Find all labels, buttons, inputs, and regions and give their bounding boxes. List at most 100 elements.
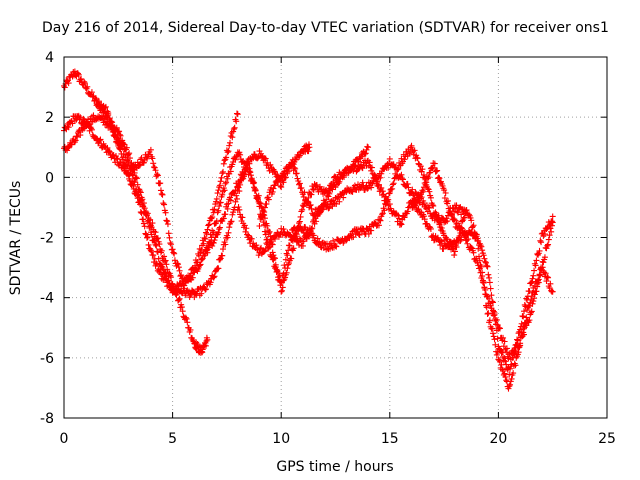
data-point (542, 270, 549, 277)
data-point (219, 191, 226, 198)
data-point (515, 344, 522, 351)
data-point (490, 312, 497, 319)
data-point (112, 131, 119, 138)
data-point (397, 220, 404, 227)
data-point (141, 205, 148, 212)
data-point (444, 200, 451, 207)
data-point (270, 185, 277, 192)
data-point (548, 222, 555, 229)
data-point (546, 232, 553, 239)
data-point (538, 266, 545, 273)
data-point (521, 301, 528, 308)
data-point (310, 232, 317, 239)
data-point (162, 209, 169, 216)
data-point (535, 279, 542, 286)
data-point (500, 343, 507, 350)
series-track-8 (408, 160, 556, 363)
data-point (286, 242, 293, 249)
data-point (297, 213, 304, 220)
data-point (165, 277, 172, 284)
data-point (61, 84, 68, 91)
data-point (549, 219, 556, 226)
data-point (224, 149, 231, 156)
data-point (224, 205, 231, 212)
data-point (431, 164, 438, 171)
data-point (538, 239, 545, 246)
data-point (240, 170, 247, 177)
data-point (411, 147, 418, 154)
data-point (481, 284, 488, 291)
data-point (200, 240, 207, 247)
data-point (498, 349, 505, 356)
data-point (226, 142, 233, 149)
data-point (501, 370, 508, 377)
data-point (435, 174, 442, 181)
data-point (152, 229, 159, 236)
data-point (280, 270, 287, 277)
data-point (131, 179, 138, 186)
data-point (487, 285, 494, 292)
data-point (526, 288, 533, 295)
data-point (512, 348, 519, 355)
data-point (277, 182, 284, 189)
data-point (344, 170, 351, 177)
data-point (529, 275, 536, 282)
data-point (531, 295, 538, 302)
data-point (292, 156, 299, 163)
data-point (233, 184, 240, 191)
data-point (438, 224, 445, 231)
data-point (223, 179, 230, 186)
data-point (227, 218, 234, 225)
data-point (269, 241, 276, 248)
data-point (451, 252, 458, 259)
data-point (420, 200, 427, 207)
data-point (165, 230, 172, 237)
data-point (420, 213, 427, 220)
data-point (243, 225, 250, 232)
data-point (176, 295, 183, 302)
data-point (526, 302, 533, 309)
data-point (377, 174, 384, 181)
data-point (278, 184, 285, 191)
data-point (199, 256, 206, 263)
data-point (308, 225, 315, 232)
data-point (254, 193, 261, 200)
data-point (261, 209, 268, 216)
data-point (187, 326, 194, 333)
x-tick-label: 10 (272, 431, 290, 447)
data-point (486, 279, 493, 286)
data-point (265, 196, 272, 203)
data-point (362, 150, 369, 157)
data-point (227, 194, 234, 201)
data-point (431, 160, 438, 167)
data-point (486, 317, 493, 324)
data-point (198, 290, 205, 297)
data-point (252, 187, 259, 194)
data-point (211, 237, 218, 244)
data-point (375, 222, 382, 229)
data-point (396, 215, 403, 222)
y-tick-label: -8 (40, 411, 54, 427)
data-point (303, 235, 310, 242)
data-point (368, 184, 375, 191)
data-point (283, 269, 290, 276)
data-point (74, 70, 81, 77)
data-point (80, 115, 87, 122)
data-point (375, 183, 382, 190)
data-point (232, 187, 239, 194)
data-point (207, 279, 214, 286)
data-point (150, 160, 157, 167)
data-point (401, 214, 408, 221)
data-point (164, 218, 171, 225)
data-point (365, 144, 372, 151)
data-point (356, 232, 363, 239)
data-point (138, 154, 145, 161)
data-point (150, 164, 157, 171)
data-point (510, 370, 517, 377)
data-point (534, 283, 541, 290)
data-point (480, 279, 487, 286)
data-point (261, 228, 268, 235)
data-point (161, 201, 168, 208)
y-tick-label: 2 (45, 110, 54, 126)
data-point (197, 261, 204, 268)
